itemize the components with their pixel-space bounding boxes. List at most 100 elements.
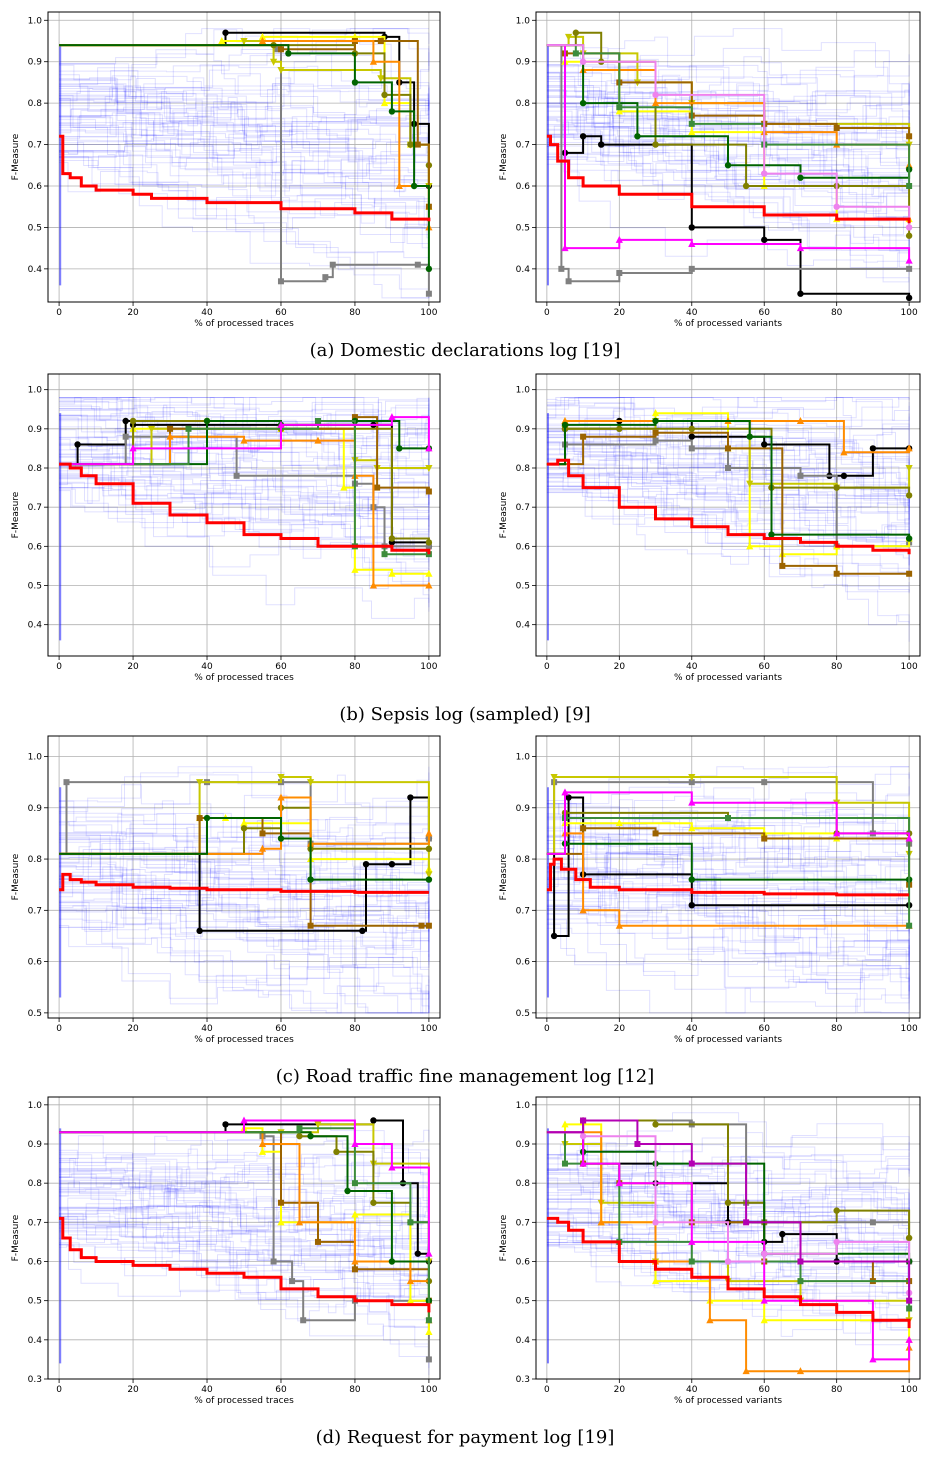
series-marker — [558, 265, 565, 272]
series-marker — [906, 1297, 913, 1304]
background-trace-line — [59, 87, 430, 155]
background-trace-line — [546, 1136, 910, 1189]
series-marker — [314, 1121, 322, 1129]
x-tick-label: 100 — [420, 662, 437, 672]
background-trace-line — [59, 784, 430, 890]
x-tick-label: 60 — [275, 662, 287, 672]
background-trace-line — [546, 86, 910, 150]
background-trace-line — [59, 464, 430, 590]
series-marker — [579, 58, 587, 65]
background-trace-line — [546, 904, 910, 952]
series-marker — [296, 1125, 303, 1132]
background-trace-line — [59, 105, 430, 183]
background-trace-line — [59, 442, 430, 521]
background-trace-line — [546, 1222, 910, 1373]
series-marker — [351, 1257, 359, 1265]
series-marker — [688, 902, 695, 909]
background-trace-line — [546, 1241, 910, 1334]
series-marker — [296, 1132, 303, 1140]
background-trace-line — [59, 45, 430, 138]
series-marker — [233, 472, 240, 479]
series-marker — [166, 432, 174, 440]
background-trace-line — [546, 95, 910, 177]
background-trace-line — [546, 90, 910, 163]
background-trace-line — [59, 873, 430, 961]
background-trace-line — [546, 397, 910, 416]
y-tick-label: 0.8 — [28, 99, 43, 109]
x-tick-label: 100 — [420, 308, 437, 318]
series-marker — [388, 569, 396, 577]
series-marker — [410, 182, 418, 190]
caption-a: (a) Domestic declarations log [19] — [309, 340, 621, 361]
background-trace-line — [59, 800, 430, 866]
caption-b: (b) Sepsis log (sampled) [9] — [339, 704, 591, 725]
series-marker — [688, 240, 696, 247]
series-marker — [425, 1249, 433, 1257]
y-tick-label: 0.9 — [28, 425, 43, 435]
series-marker — [258, 32, 267, 40]
background-trace-line — [546, 129, 910, 184]
background-trace-line — [546, 870, 910, 961]
background-trace-line — [546, 1172, 910, 1234]
average-line — [546, 1216, 911, 1329]
series-marker — [259, 830, 266, 837]
x-tick-label: 0 — [56, 1024, 62, 1034]
y-tick-label: 0.9 — [28, 58, 43, 68]
y-tick-label: 0.9 — [516, 804, 531, 814]
chart-panel-a-left: 0 20 40 60 80 100 0.4 0.5 0.6 0.7 0.8 0.9 1.0 % of pr… — [11, 11, 441, 329]
background-trace-line — [546, 112, 910, 172]
series-marker — [652, 1219, 659, 1226]
series-marker — [688, 128, 696, 136]
x-tick-label: 80 — [831, 662, 843, 672]
background-trace-line — [59, 812, 430, 897]
series-marker — [314, 418, 321, 424]
background-trace-line — [59, 449, 430, 503]
series-marker — [122, 417, 129, 425]
series-marker — [222, 1121, 229, 1128]
series-marker — [688, 1258, 695, 1265]
background-trace-line — [546, 1168, 910, 1251]
background-trace-line — [59, 1203, 430, 1313]
background-trace-line — [59, 53, 430, 121]
series-marker — [615, 819, 623, 827]
plot-area — [546, 397, 913, 642]
y-tick-label: 0.4 — [28, 1336, 43, 1346]
series-marker — [407, 794, 414, 801]
background-trace-line — [59, 1242, 430, 1331]
y-tick-label: 1.0 — [516, 386, 531, 396]
background-trace-line — [59, 465, 430, 514]
series-marker — [388, 1163, 396, 1171]
background-trace-line — [546, 428, 910, 519]
series-marker — [258, 1140, 267, 1147]
background-trace-line — [546, 809, 910, 929]
series-marker — [652, 830, 659, 837]
background-trace-line — [546, 397, 910, 419]
series-marker — [779, 1230, 786, 1238]
background-trace-line — [59, 70, 430, 108]
x-tick-label: 80 — [831, 1385, 843, 1395]
series-marker — [724, 1258, 732, 1265]
background-trace-line — [546, 843, 910, 967]
series-marker — [561, 1120, 569, 1128]
x-tick-label: 100 — [901, 1385, 918, 1395]
series-marker — [277, 420, 285, 428]
background-trace-line — [59, 97, 430, 262]
background-trace-line — [59, 1167, 430, 1211]
x-tick-label: 60 — [758, 1024, 770, 1034]
background-trace-line — [546, 866, 910, 939]
background-trace-line — [59, 80, 430, 215]
background-trace-line — [546, 825, 910, 907]
series-marker — [425, 569, 433, 577]
background-trace-line — [59, 840, 430, 1000]
background-trace-line — [59, 822, 430, 931]
x-tick-label: 80 — [831, 1024, 843, 1034]
series-marker — [414, 261, 421, 268]
x-tick-label: 60 — [758, 1385, 770, 1395]
series-marker — [314, 436, 322, 444]
y-tick-label: 0.5 — [28, 582, 42, 592]
background-trace-line — [59, 465, 430, 612]
x-tick-label: 20 — [614, 662, 626, 672]
background-trace-line — [59, 1154, 430, 1262]
plot-area — [59, 1116, 433, 1376]
background-trace-line — [59, 813, 430, 930]
